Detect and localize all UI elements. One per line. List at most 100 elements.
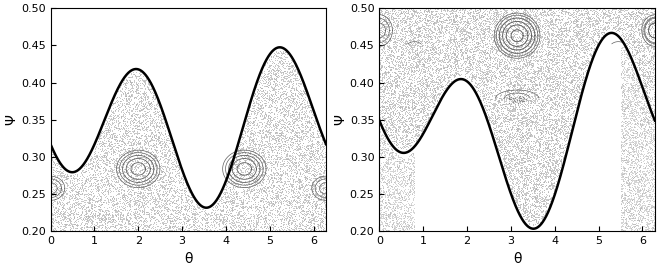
Point — [413, 19, 423, 24]
Point — [386, 91, 397, 95]
Point — [618, 110, 629, 115]
Point — [402, 70, 413, 75]
Point — [122, 200, 132, 204]
Point — [109, 127, 119, 131]
Point — [640, 72, 650, 76]
Point — [544, 185, 555, 190]
Point — [500, 166, 511, 170]
Point — [266, 181, 277, 185]
Point — [511, 133, 521, 137]
Point — [522, 41, 532, 45]
Point — [269, 224, 279, 228]
Point — [510, 80, 521, 84]
Point — [377, 84, 387, 89]
Point — [550, 92, 560, 96]
Point — [113, 103, 123, 107]
Point — [548, 154, 559, 158]
Point — [315, 184, 326, 188]
Point — [514, 99, 525, 104]
Point — [559, 88, 569, 92]
Point — [567, 87, 578, 91]
Point — [385, 151, 395, 155]
Point — [481, 62, 492, 66]
Point — [83, 215, 94, 220]
Point — [239, 159, 250, 163]
Point — [461, 39, 471, 44]
Point — [546, 122, 556, 127]
Point — [116, 159, 127, 163]
Point — [536, 103, 546, 107]
Point — [503, 87, 514, 91]
Point — [159, 144, 170, 148]
Point — [521, 150, 531, 154]
Point — [108, 204, 119, 208]
Point — [649, 100, 659, 104]
Point — [558, 102, 569, 107]
Point — [618, 197, 629, 202]
Point — [554, 28, 565, 32]
Point — [588, 16, 599, 20]
Point — [637, 228, 648, 233]
Point — [263, 81, 273, 85]
Point — [380, 70, 391, 74]
Point — [311, 193, 322, 197]
Point — [385, 36, 395, 40]
Point — [80, 224, 91, 228]
Point — [529, 186, 539, 191]
Point — [512, 93, 523, 97]
Point — [279, 182, 289, 186]
Point — [292, 170, 302, 175]
Point — [139, 158, 150, 162]
Point — [431, 94, 442, 98]
Point — [530, 153, 540, 158]
Point — [57, 205, 68, 209]
Point — [386, 65, 396, 69]
Point — [514, 83, 525, 87]
Point — [380, 127, 391, 132]
Point — [429, 45, 440, 49]
Point — [408, 15, 418, 20]
Point — [409, 69, 420, 73]
Point — [637, 130, 647, 134]
Point — [552, 174, 563, 178]
Point — [418, 62, 429, 66]
Point — [82, 177, 92, 181]
Point — [559, 42, 569, 46]
Point — [407, 203, 418, 208]
Point — [494, 148, 505, 152]
Point — [142, 148, 152, 153]
Point — [478, 14, 488, 19]
Point — [157, 177, 167, 181]
Point — [506, 147, 517, 151]
Point — [48, 176, 59, 180]
Point — [397, 119, 408, 123]
Point — [299, 186, 310, 190]
Point — [442, 8, 453, 12]
Point — [395, 63, 406, 67]
Point — [298, 215, 308, 219]
Point — [88, 172, 99, 176]
Point — [275, 167, 285, 171]
Point — [492, 85, 502, 90]
Point — [243, 206, 253, 211]
Point — [490, 120, 500, 124]
Point — [250, 165, 260, 170]
Point — [565, 131, 576, 136]
Point — [90, 159, 101, 163]
Point — [136, 208, 147, 213]
Point — [404, 214, 415, 218]
Point — [186, 211, 197, 215]
Point — [266, 147, 277, 151]
Point — [397, 214, 408, 218]
Point — [649, 103, 659, 108]
Point — [229, 192, 240, 197]
Point — [382, 80, 393, 84]
Point — [146, 114, 157, 118]
Point — [496, 51, 507, 55]
Point — [262, 75, 272, 79]
Point — [420, 65, 431, 70]
Point — [234, 211, 244, 215]
Point — [306, 187, 316, 191]
Point — [409, 35, 419, 39]
Point — [299, 102, 310, 106]
